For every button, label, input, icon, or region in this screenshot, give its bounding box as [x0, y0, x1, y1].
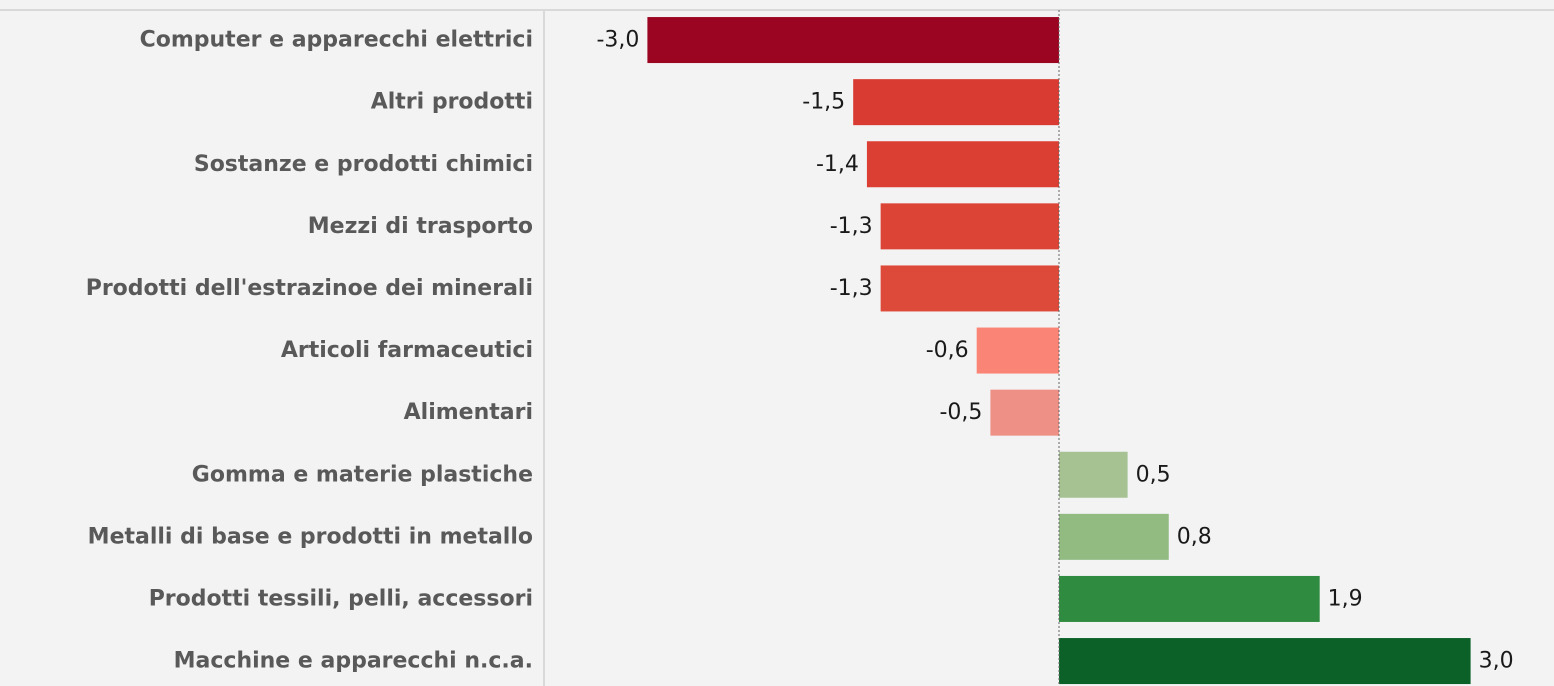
bar	[866, 141, 1059, 188]
bar	[1059, 451, 1128, 498]
category-label: Prodotti tessili, pelli, accessori	[149, 586, 533, 611]
category-label: Sostanze e prodotti chimici	[194, 152, 533, 177]
category-label: Articoli farmaceutici	[281, 338, 533, 363]
data-label: -1,4	[816, 152, 859, 177]
data-label: 0,8	[1177, 524, 1212, 549]
data-label: -0,5	[939, 400, 982, 425]
data-label: -3,0	[596, 28, 639, 53]
bar	[1059, 575, 1320, 622]
category-label: Macchine e apparecchi n.c.a.	[174, 649, 533, 674]
data-label: -1,3	[830, 276, 873, 301]
bar	[880, 203, 1059, 250]
category-label: Mezzi di trasporto	[308, 214, 533, 239]
category-label: Gomma e materie plastiche	[192, 462, 533, 487]
data-label: -0,6	[926, 338, 969, 363]
data-label: -1,3	[830, 214, 873, 239]
category-label: Prodotti dell'estrazinoe dei minerali	[86, 276, 533, 301]
bar	[1059, 638, 1471, 685]
data-label: 3,0	[1479, 649, 1514, 674]
bar	[647, 17, 1059, 64]
category-label: Altri prodotti	[371, 90, 533, 115]
category-label: Metalli di base e prodotti in metallo	[88, 524, 533, 549]
category-label: Alimentari	[404, 400, 533, 425]
data-label: -1,5	[802, 90, 845, 115]
bar	[990, 389, 1059, 436]
bar	[976, 327, 1059, 374]
category-label: Computer e apparecchi elettrici	[140, 28, 533, 53]
bars-layer: Computer e apparecchi elettrici -3,0 Altri…	[86, 17, 1514, 685]
data-label: 1,9	[1328, 586, 1363, 611]
bar	[880, 265, 1059, 312]
bar	[1059, 513, 1169, 560]
bar	[853, 79, 1059, 126]
data-label: 0,5	[1136, 462, 1171, 487]
